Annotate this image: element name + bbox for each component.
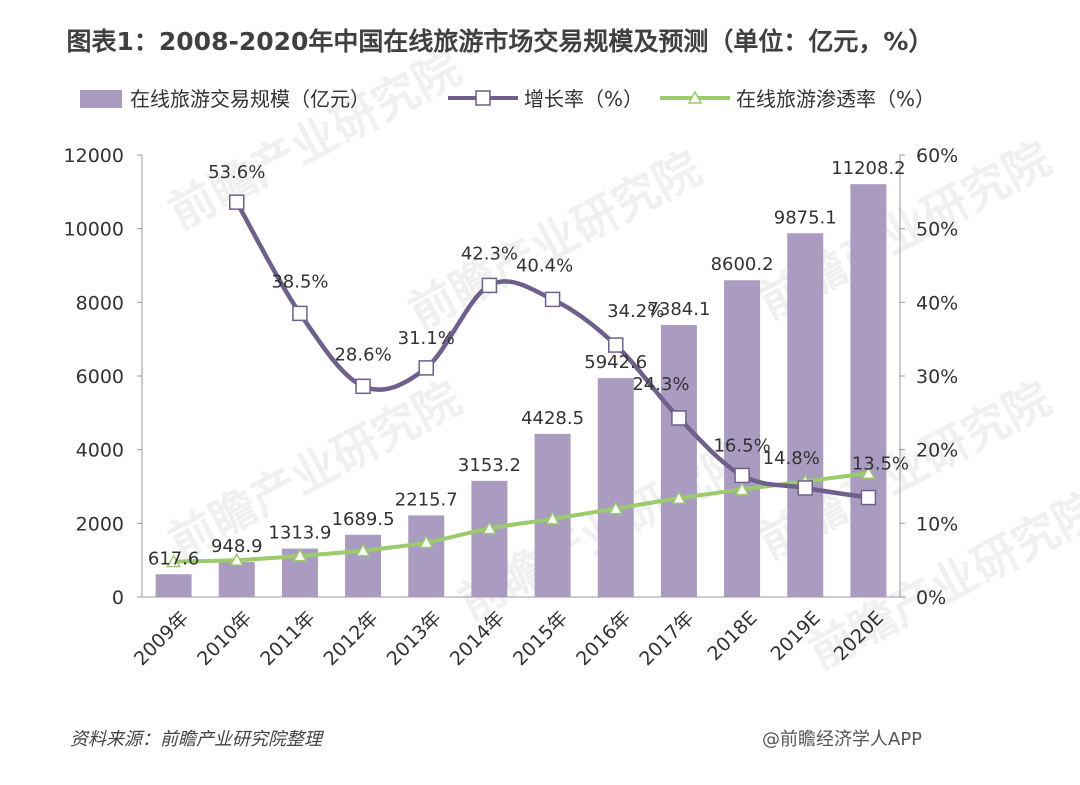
bar — [724, 280, 761, 597]
growth-marker — [481, 277, 498, 294]
growth-value-label: 40.4% — [516, 255, 573, 276]
line-series — [166, 194, 877, 568]
growth-value-label: 42.3% — [461, 243, 518, 264]
chart-title: 图表1：2008-2020年中国在线旅游市场交易规模及预测（单位：亿元，%） — [66, 27, 934, 56]
bar-series — [155, 184, 887, 598]
penetration-marker — [671, 490, 687, 505]
bar — [155, 574, 192, 597]
growth-marker — [671, 410, 687, 426]
growth-marker — [608, 337, 624, 353]
bar-value-label: 4428.5 — [521, 408, 584, 429]
bar-value-label: 1689.5 — [332, 509, 395, 530]
bar-value-label: 948.9 — [211, 536, 263, 557]
bar-value-label: 9875.1 — [774, 207, 837, 228]
legend-label-bar: 在线旅游交易规模（亿元） — [130, 87, 370, 111]
legend-label-penetration: 在线旅游渗透率（%） — [736, 87, 935, 111]
x-tick-label: 2012年 — [319, 607, 382, 670]
bar — [787, 233, 824, 597]
right-tick-label: 20% — [916, 440, 958, 462]
left-tick-label: 4000 — [76, 440, 124, 462]
growth-marker — [292, 305, 308, 322]
bar — [218, 562, 255, 597]
bar — [850, 184, 887, 598]
growth-marker — [418, 360, 434, 376]
bar — [471, 480, 508, 597]
legend-swatch-bar — [80, 90, 122, 108]
legend-marker-penetration — [687, 90, 703, 104]
bar-value-label: 1313.9 — [268, 523, 331, 544]
growth-marker — [860, 489, 877, 506]
bar-value-label: 5942.6 — [584, 352, 647, 373]
growth-value-label: 34.2% — [607, 301, 664, 322]
x-tick-label: 2016年 — [572, 607, 635, 670]
growth-marker — [229, 194, 245, 210]
left-tick-label: 10000 — [64, 219, 124, 241]
penetration-marker — [229, 552, 245, 566]
bar — [660, 325, 697, 597]
penetration-marker — [545, 511, 560, 525]
bar-value-label: 7384.1 — [647, 299, 710, 320]
x-tick-label: 2017年 — [635, 607, 698, 670]
credit-note: @前瞻经济学人APP — [762, 729, 923, 750]
source-note: 资料来源：前瞻产业研究院整理 — [70, 729, 322, 750]
x-tick-label: 2015年 — [509, 607, 572, 670]
right-tick-label: 60% — [916, 145, 958, 167]
penetration-marker — [861, 465, 876, 479]
x-tick-label: 2011年 — [256, 607, 319, 670]
growth-marker — [544, 291, 561, 308]
right-tick-label: 30% — [916, 366, 958, 388]
growth-value-label: 24.3% — [632, 374, 689, 395]
right-tick-label: 0% — [916, 587, 946, 609]
growth-value-label: 38.5% — [271, 271, 328, 292]
left-tick-label: 2000 — [76, 513, 124, 535]
right-tick-label: 50% — [916, 219, 958, 241]
growth-marker — [734, 467, 750, 484]
growth-value-label: 16.5% — [713, 435, 770, 456]
bar-value-label: 8600.2 — [711, 254, 774, 275]
bar — [408, 515, 445, 597]
legend-label-growth: 增长率（%） — [524, 87, 643, 111]
left-tick-label: 8000 — [76, 292, 124, 314]
penetration-marker — [166, 554, 181, 568]
right-tick-label: 40% — [916, 292, 958, 314]
bar-value-label: 2215.7 — [395, 489, 458, 510]
penetration-marker — [418, 534, 434, 549]
growth-value-label: 31.1% — [398, 328, 455, 349]
watermark-text: 前瞻产业研究院 — [160, 41, 470, 240]
legend: 在线旅游交易规模（亿元） 增长率（%） 在线旅游渗透率（%） — [80, 87, 935, 111]
penetration-marker — [734, 481, 750, 496]
x-tick-label: 2009年 — [130, 607, 193, 670]
penetration-marker — [292, 548, 308, 562]
penetration-marker — [482, 520, 497, 535]
growth-value-label: 13.5% — [852, 454, 909, 475]
growth-value-label: 14.8% — [763, 448, 820, 469]
bar-value-label: 617.6 — [148, 548, 200, 569]
penetration-marker — [608, 501, 624, 515]
legend-marker-growth — [475, 90, 491, 106]
left-tick-label: 0 — [112, 587, 124, 609]
growth-marker — [797, 480, 813, 496]
bar-value-label: 11208.2 — [831, 158, 905, 179]
left-tick-label: 12000 — [64, 145, 124, 167]
growth-value-label: 28.6% — [334, 344, 391, 365]
x-tick-label: 2018E — [703, 607, 761, 665]
x-tick-label: 2010年 — [193, 607, 256, 670]
right-tick-label: 10% — [916, 513, 958, 535]
growth-marker — [355, 378, 371, 395]
left-tick-label: 6000 — [76, 366, 124, 388]
bar — [597, 378, 634, 597]
x-tick-label: 2013年 — [383, 607, 446, 670]
penetration-marker — [355, 543, 371, 557]
growth-value-label: 53.6% — [208, 162, 265, 183]
bar-value-label: 3153.2 — [458, 455, 521, 476]
